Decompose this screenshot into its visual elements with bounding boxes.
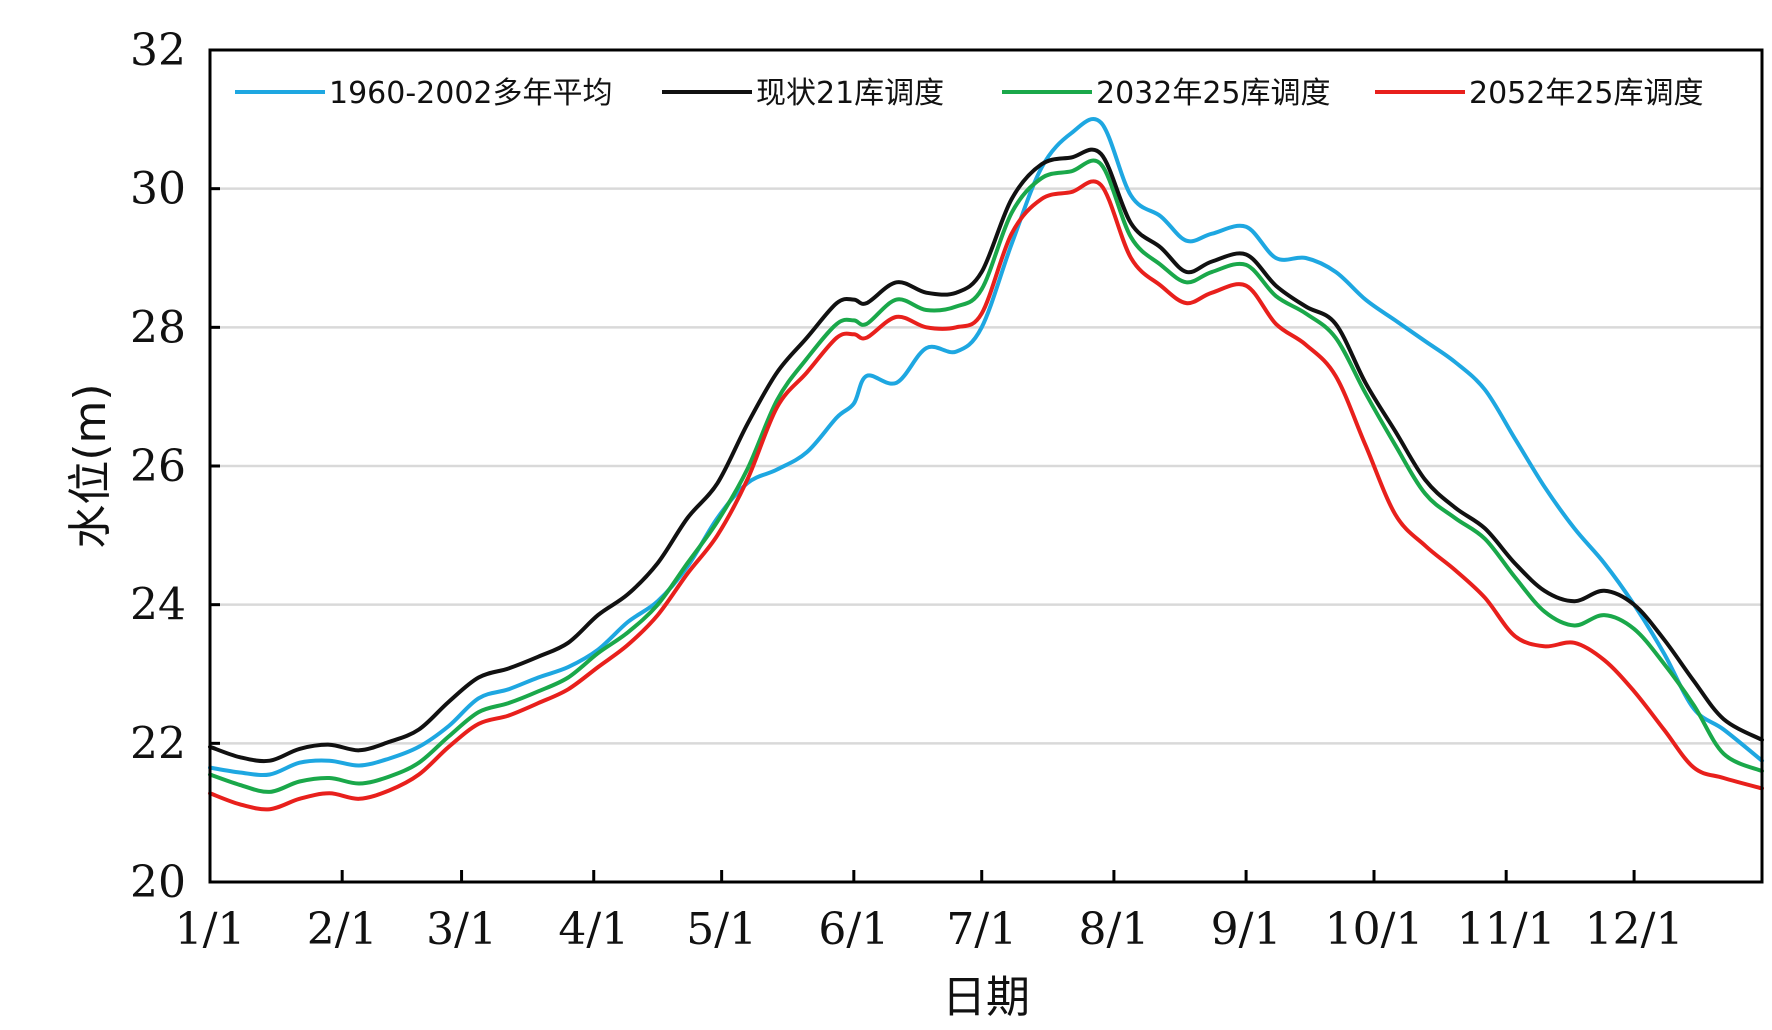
series-line-0: [208, 117, 1764, 778]
x-tick-label-4: 5/1: [686, 904, 757, 955]
y-tick-label-32: 32: [130, 25, 186, 76]
x-tick-label-6: 7/1: [946, 904, 1017, 955]
legend-label-0: 1960-2002多年平均: [329, 76, 613, 111]
y-tick-label-28: 28: [130, 302, 186, 353]
y-tick-label-26: 26: [130, 441, 186, 492]
legend-item-2: 2032年25库调度: [1002, 76, 1331, 111]
y-tick-label-20: 20: [130, 857, 186, 908]
legend-item-0: 1960-2002多年平均: [235, 76, 613, 111]
legend: 1960-2002多年平均 现状21库调度 2032年25库调度 2052年25库调度: [235, 76, 1704, 111]
series-line-2: [208, 158, 1764, 794]
x-tick-label-0: 1/1: [175, 904, 246, 955]
x-tick-label-7: 8/1: [1079, 904, 1150, 955]
x-tick-label-2: 3/1: [426, 904, 497, 955]
x-tick-label-1: 2/1: [307, 904, 378, 955]
x-tick-label-10: 11/1: [1457, 904, 1556, 955]
y-tick-label-24: 24: [130, 580, 186, 631]
x-tick-label-3: 4/1: [558, 904, 629, 955]
legend-label-2: 2032年25库调度: [1096, 76, 1331, 111]
x-axis-title: 日期: [942, 972, 1030, 1023]
x-tick-labels: 1/1 2/1 3/1 4/1 5/1 6/1 7/1 8/1 9/1 10/1 11/1 12/1: [175, 904, 1684, 955]
y-axis-title: 水位(m): [65, 383, 116, 548]
legend-item-1: 现状21库调度: [662, 76, 944, 111]
x-tick-label-8: 9/1: [1211, 904, 1282, 955]
legend-item-3: 2052年25库调度: [1375, 76, 1704, 111]
axis-ticks: [210, 48, 1636, 884]
legend-label-3: 2052年25库调度: [1469, 76, 1704, 111]
legend-label-1: 现状21库调度: [756, 76, 944, 111]
x-tick-label-9: 10/1: [1325, 904, 1424, 955]
y-tick-labels: 20 22 24 26 28 30 32: [130, 25, 186, 908]
x-tick-label-11: 12/1: [1585, 904, 1684, 955]
gridlines: [210, 187, 1762, 745]
series-lines: [208, 117, 1764, 812]
y-tick-label-30: 30: [130, 164, 186, 215]
series-line-1: [208, 147, 1764, 764]
series-line-3: [208, 179, 1764, 812]
x-tick-label-5: 6/1: [818, 904, 889, 955]
y-tick-label-22: 22: [130, 718, 186, 769]
